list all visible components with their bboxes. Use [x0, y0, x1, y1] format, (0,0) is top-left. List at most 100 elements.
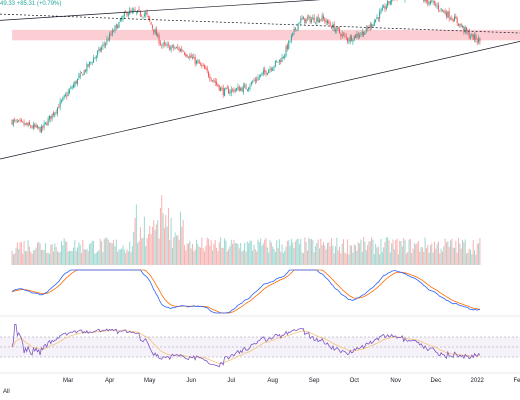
volume-bar: [189, 240, 191, 265]
candle-body: [449, 18, 451, 20]
volume-bar: [153, 220, 155, 265]
candle-body: [51, 113, 53, 119]
volume-bar: [18, 248, 20, 265]
volume-bar: [126, 249, 128, 265]
candle-body: [118, 22, 120, 28]
volume-bar: [91, 240, 93, 265]
candle: [63, 94, 65, 100]
candle-body: [298, 22, 300, 24]
candle: [174, 46, 176, 50]
volume-bar: [413, 243, 415, 265]
candle: [274, 60, 276, 68]
candle-body: [361, 31, 363, 35]
candle: [273, 65, 275, 72]
volume-bar: [214, 240, 216, 265]
volume-bar: [81, 253, 83, 265]
candle-body: [368, 28, 370, 29]
candle-body: [250, 82, 252, 86]
candle-body: [329, 23, 331, 26]
candle: [102, 41, 104, 50]
candle-body: [165, 44, 167, 46]
volume-bar: [129, 241, 131, 265]
candle-body: [109, 33, 111, 40]
volume-bar: [121, 248, 123, 265]
macd-line: [11, 269, 480, 314]
candle-body: [183, 52, 185, 55]
candle: [478, 35, 480, 45]
volume-bar: [187, 243, 189, 265]
candle: [367, 25, 369, 32]
candle-body: [365, 27, 367, 32]
volume-bar: [70, 250, 72, 265]
volume-bar: [89, 244, 91, 265]
volume-bar: [474, 250, 476, 265]
volume-bar: [310, 239, 312, 265]
volume-bar: [389, 252, 391, 265]
candle-body: [345, 36, 347, 38]
volume-bar: [269, 240, 271, 265]
candle: [440, 8, 442, 13]
volume-bar: [205, 245, 207, 265]
candle: [52, 110, 54, 118]
candle-body: [453, 16, 455, 22]
volume-bar: [408, 239, 410, 265]
candle: [71, 85, 73, 90]
volume-bar: [260, 238, 262, 265]
candle: [343, 31, 345, 37]
candle-body: [234, 89, 236, 91]
candle: [339, 26, 341, 34]
candle-body: [373, 21, 375, 26]
volume-bar: [86, 248, 88, 265]
volume-bar: [396, 238, 398, 265]
candle: [83, 69, 85, 75]
x-tick-label: Mar: [63, 378, 73, 384]
volume-bar: [202, 248, 204, 265]
volume-bar: [161, 195, 163, 265]
volume-bar: [392, 239, 394, 265]
volume-bar: [274, 251, 276, 265]
candle: [468, 28, 470, 40]
candle-body: [157, 34, 159, 37]
volume-bar: [304, 237, 306, 265]
candle-body: [296, 29, 298, 31]
candle-body: [81, 72, 83, 74]
candle-body: [73, 84, 75, 88]
range-all-button[interactable]: All: [3, 389, 10, 395]
candle: [95, 54, 97, 62]
candle: [58, 103, 60, 109]
candle: [43, 120, 45, 131]
volume-bar: [257, 239, 259, 265]
candle-body: [105, 43, 107, 46]
candle: [365, 25, 367, 34]
volume-bar: [66, 241, 68, 265]
candle-body: [321, 15, 323, 22]
candle: [445, 9, 447, 20]
x-tick-label: Apr: [105, 378, 114, 384]
candle-body: [310, 19, 312, 23]
candle: [297, 22, 299, 32]
volume-bar: [284, 250, 286, 265]
candle: [66, 91, 68, 100]
volume-bar: [36, 242, 38, 265]
volume-bar: [237, 243, 239, 265]
volume-bar: [337, 250, 339, 265]
volume-bar: [101, 241, 103, 265]
candle: [253, 77, 255, 83]
volume-bar: [305, 242, 307, 265]
candle-body: [448, 11, 450, 19]
volume-bar: [74, 239, 76, 265]
candle-body: [139, 11, 141, 16]
candle-body: [282, 57, 284, 58]
candle: [296, 29, 298, 32]
candle: [117, 24, 119, 29]
volume-bar: [234, 243, 236, 265]
candle: [79, 70, 81, 80]
candle-body: [441, 9, 443, 11]
candle-body: [423, 0, 425, 1]
candle: [85, 69, 87, 73]
volume-bar: [52, 251, 54, 265]
candle-body: [312, 17, 314, 20]
volume-bar: [77, 247, 79, 265]
candle-body: [216, 81, 218, 85]
